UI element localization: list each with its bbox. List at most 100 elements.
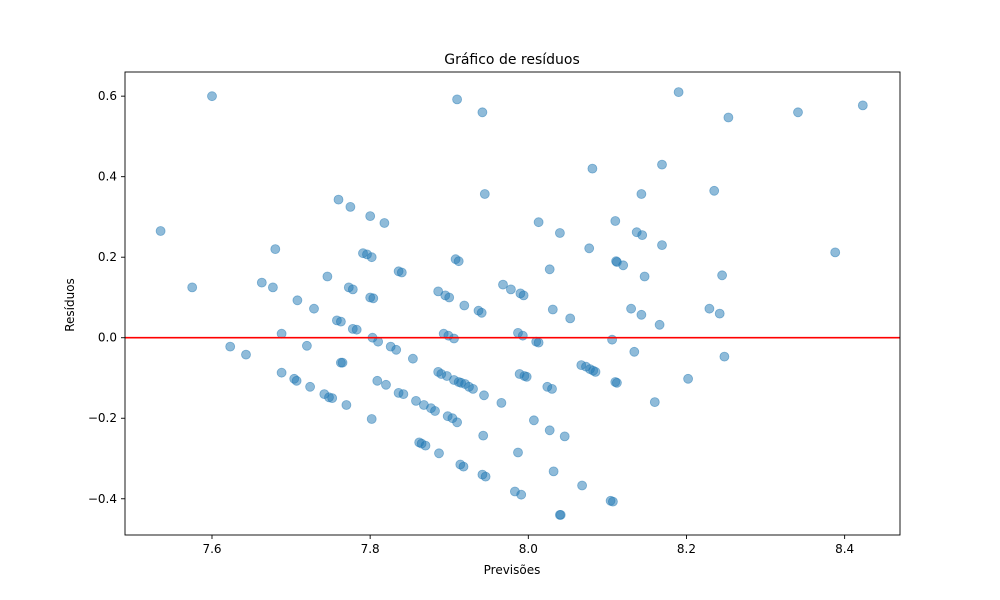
data-point-115 [555, 510, 566, 520]
data-point-92 [505, 284, 516, 295]
x-tick-label-0: 7.6 [202, 542, 221, 556]
data-point-7 [270, 244, 281, 255]
data-point-123 [587, 163, 598, 174]
data-point-89 [480, 471, 491, 482]
data-point-102 [521, 371, 532, 382]
data-point-144 [657, 159, 667, 170]
data-point-81 [468, 383, 478, 394]
data-point-111 [547, 304, 558, 315]
data-point-87 [479, 390, 489, 401]
data-point-84 [477, 107, 488, 118]
data-point-19 [327, 393, 338, 404]
data-point-25 [341, 400, 352, 410]
data-point-145 [657, 240, 667, 251]
data-point-13 [301, 340, 312, 351]
data-point-151 [717, 270, 727, 281]
data-point-71 [452, 94, 463, 105]
x-axis-label: Previsões [484, 563, 541, 577]
data-point-116 [559, 431, 570, 442]
data-point-147 [683, 373, 693, 384]
data-point-140 [637, 230, 648, 241]
data-point-22 [335, 316, 346, 327]
data-point-44 [391, 344, 402, 355]
data-point-35 [366, 252, 377, 263]
data-point-59 [434, 448, 444, 459]
data-point-17 [322, 271, 333, 282]
data-point-129 [610, 216, 621, 226]
data-point-88 [479, 189, 490, 199]
chart-title: Gráfico de resíduos [444, 52, 580, 68]
data-point-143 [654, 319, 665, 330]
data-point-148 [704, 303, 715, 314]
data-point-135 [626, 303, 636, 314]
y-tick-label-1: −0.2 [88, 411, 117, 425]
data-point-117 [565, 313, 576, 324]
data-point-127 [607, 334, 617, 345]
data-point-66 [444, 292, 455, 303]
data-point-50 [411, 395, 421, 406]
data-point-139 [636, 309, 647, 320]
data-point-28 [347, 284, 358, 295]
x-axis-ticks: 7.6 7.8 8.0 8.2 8.4 [202, 535, 854, 556]
data-point-14 [305, 381, 316, 392]
data-point-138 [636, 189, 647, 199]
data-point-49 [407, 353, 418, 364]
data-point-150 [714, 308, 725, 319]
data-point-106 [533, 217, 544, 228]
y-tick-label-0: −0.4 [88, 492, 117, 506]
data-point-5 [256, 277, 267, 288]
data-point-141 [639, 271, 650, 282]
data-point-11 [291, 375, 302, 386]
data-point-54 [420, 440, 431, 451]
data-point-153 [723, 112, 734, 123]
data-point-36 [366, 414, 377, 424]
data-point-156 [857, 100, 868, 111]
data-point-0 [155, 226, 166, 236]
data-point-6 [267, 282, 278, 293]
y-tick-label-2: 0.0 [98, 331, 117, 345]
data-point-100 [518, 290, 529, 301]
data-point-146 [673, 87, 684, 97]
data-point-12 [292, 295, 303, 306]
data-point-27 [345, 201, 356, 212]
y-axis-ticks: −0.4 −0.2 0.0 0.2 0.4 0.6 [88, 89, 125, 506]
data-point-105 [533, 337, 544, 348]
x-tick-label-4: 8.4 [835, 542, 854, 556]
data-point-110 [547, 383, 557, 394]
points-layer [155, 87, 868, 520]
data-point-98 [516, 489, 527, 500]
data-point-136 [629, 346, 640, 357]
data-point-73 [453, 256, 464, 267]
plot-frame [124, 71, 901, 536]
data-point-33 [365, 211, 376, 222]
data-point-103 [529, 415, 539, 426]
data-point-2 [207, 91, 217, 102]
data-point-109 [544, 425, 555, 436]
data-point-4 [241, 349, 251, 360]
data-point-24 [337, 357, 348, 368]
data-point-152 [719, 351, 730, 362]
data-point-47 [396, 267, 407, 278]
data-point-149 [709, 185, 720, 196]
data-point-30 [351, 324, 362, 335]
data-point-56 [430, 406, 440, 416]
data-point-42 [381, 379, 391, 390]
data-point-15 [309, 303, 319, 314]
data-point-48 [398, 389, 409, 400]
data-point-1 [187, 282, 198, 293]
data-point-90 [496, 397, 507, 408]
data-point-91 [498, 279, 508, 290]
x-tick-label-2: 8.0 [519, 542, 538, 556]
data-point-77 [458, 461, 469, 472]
x-tick-label-1: 7.8 [361, 542, 380, 556]
data-point-155 [830, 247, 841, 258]
data-point-40 [373, 336, 384, 347]
data-point-9 [276, 367, 287, 378]
y-axis-label: Resíduos [63, 278, 77, 332]
data-point-8 [276, 328, 287, 339]
data-point-128 [608, 496, 618, 507]
data-point-119 [577, 480, 587, 491]
data-point-21 [333, 194, 344, 205]
data-point-134 [618, 260, 629, 271]
